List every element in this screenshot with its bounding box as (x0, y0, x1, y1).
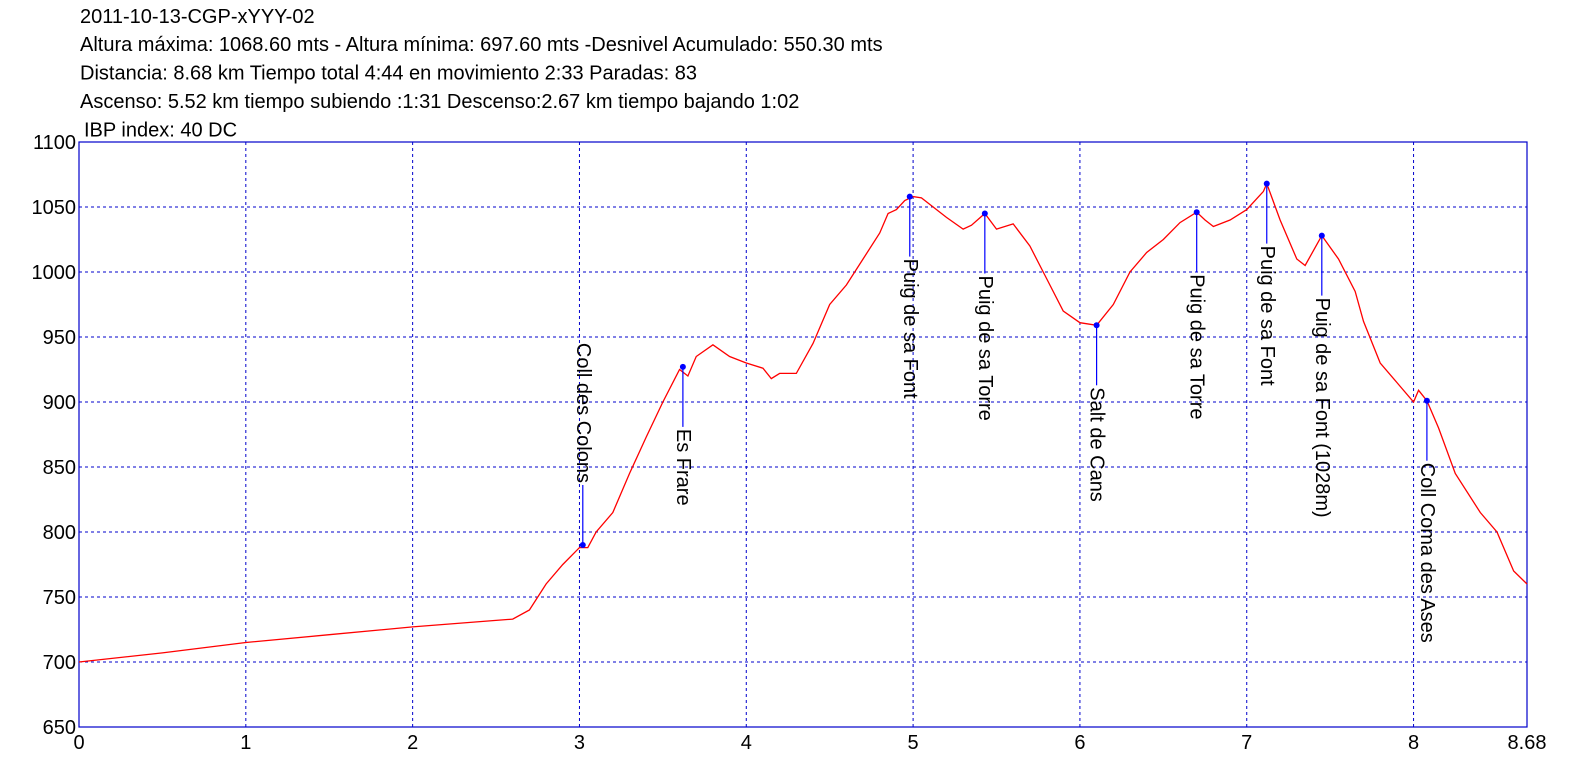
info-line: IBP index: 40 DC (84, 120, 237, 142)
waypoint (1423, 397, 1430, 404)
waypoint-label: Puig de sa Font (899, 259, 921, 400)
x-tick-label: 6 (1074, 732, 1085, 754)
y-tick-label: 650 (43, 717, 76, 739)
x-tick-label: 8.68 (1508, 732, 1547, 754)
x-tick-label: 0 (73, 732, 84, 754)
y-tick-label: 850 (43, 457, 76, 479)
waypoint (579, 542, 586, 548)
info-line: Altura máxima: 1068.60 mts - Altura míni… (80, 34, 883, 56)
info-line: Ascenso: 5.52 km tiempo subiendo :1:31 D… (80, 91, 799, 113)
x-tick-label: 8 (1408, 732, 1419, 754)
waypoint (1093, 322, 1100, 329)
waypoint (1318, 232, 1325, 239)
x-tick-label: 7 (1241, 732, 1252, 754)
y-tick-label: 800 (43, 522, 76, 544)
x-tick-label: 3 (574, 732, 585, 754)
y-tick-label: 1000 (32, 262, 77, 284)
x-tick-label: 2 (407, 732, 418, 754)
waypoint-label: Es Frare (672, 429, 694, 506)
plot-frame (78, 141, 1528, 728)
waypoint (679, 363, 686, 370)
y-tick-label: 1050 (32, 197, 77, 219)
waypoint (1263, 180, 1270, 187)
waypoint (1193, 209, 1200, 216)
waypoint-label: Coll Coma des Ases (1416, 463, 1438, 643)
y-tick-label: 750 (43, 587, 76, 609)
waypoint-label: Puig de sa Torre (974, 276, 996, 421)
y-tick-label: 1100 (33, 132, 76, 154)
y-tick-label: 700 (43, 652, 76, 674)
waypoint (981, 210, 988, 217)
x-tick-label: 1 (240, 732, 251, 754)
info-line: Distancia: 8.68 km Tiempo total 4:44 en … (80, 63, 697, 85)
waypoint-label: Puig de sa Font (1256, 246, 1278, 387)
waypoint (906, 193, 913, 200)
chart-title: 2011-10-13-CGP-xYYY-02 (80, 6, 315, 28)
y-tick-label: 950 (43, 327, 76, 349)
waypoint-label: Puig de sa Font (1028m) (1311, 298, 1333, 518)
x-tick-label: 4 (741, 732, 752, 754)
waypoint-label: Coll des Colons (572, 343, 594, 483)
y-tick-label: 900 (43, 392, 76, 414)
waypoint-label: Salt de Cans (1086, 387, 1108, 502)
x-tick-label: 5 (908, 732, 919, 754)
elevation-line (78, 181, 1528, 663)
waypoint-label: Puig de sa Torre (1186, 274, 1208, 419)
